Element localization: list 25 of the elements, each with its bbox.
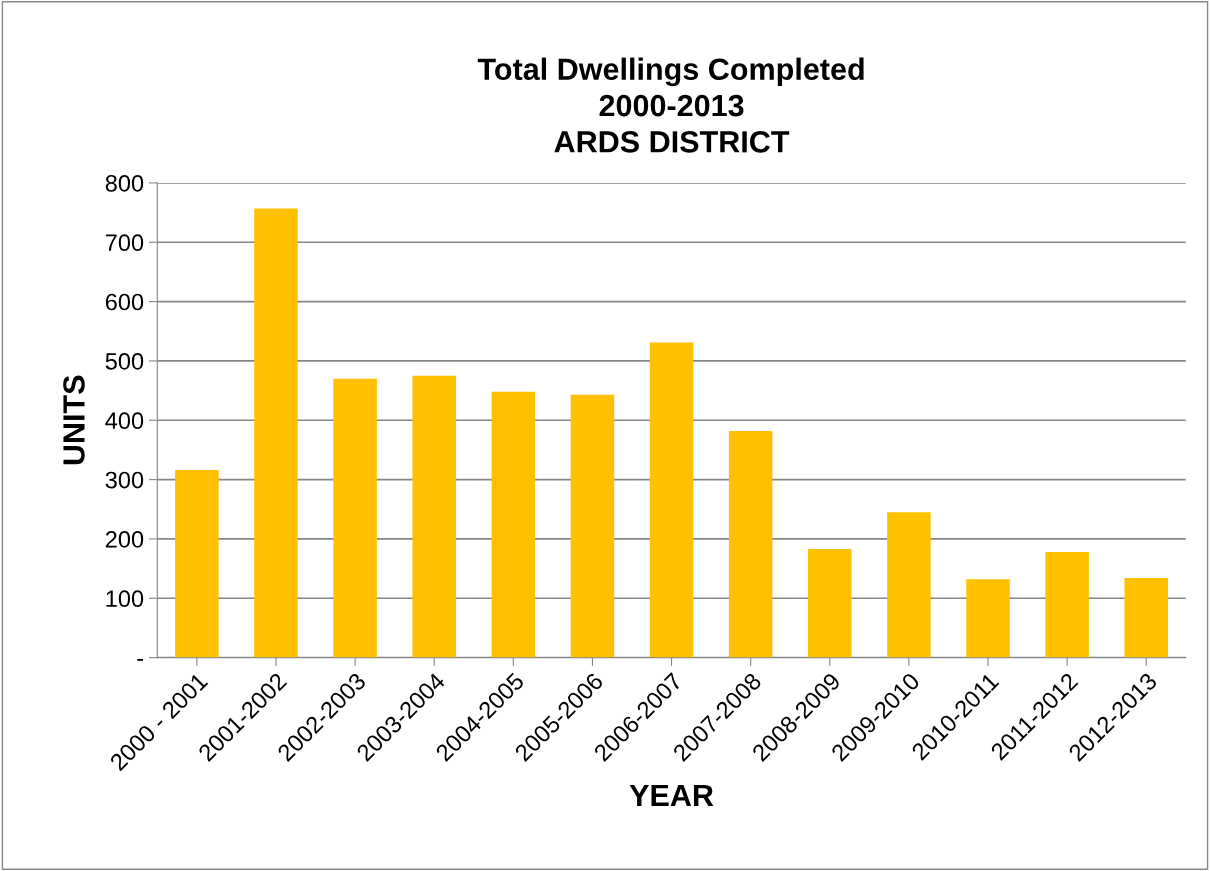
bar [412, 375, 456, 658]
y-tick-label: 500 [105, 352, 144, 370]
y-tick-label: 400 [105, 412, 144, 430]
y-tick-label: 800 [105, 174, 144, 192]
bar [175, 470, 219, 658]
y-tick-label: - [137, 658, 144, 661]
bar [728, 430, 773, 658]
bar [254, 208, 298, 658]
bar [333, 378, 377, 658]
bar [808, 549, 852, 658]
y-tick-label: 700 [105, 234, 144, 252]
y-tick-label: 100 [106, 590, 144, 608]
bar [887, 512, 931, 658]
y-tick-label: 300 [105, 471, 144, 489]
x-axis-title: YEAR [629, 784, 714, 806]
bar [649, 342, 694, 658]
bar [966, 579, 1010, 658]
bar [1045, 551, 1089, 658]
bar [1124, 578, 1168, 658]
bar [570, 394, 615, 658]
y-tick-label: 600 [105, 293, 144, 311]
y-axis-title: UNITS [63, 375, 85, 465]
chart-title: Total Dwellings Completed 2000-2013 ARDS DISTRICT [477, 57, 864, 153]
y-tick-label: 200 [105, 531, 144, 548]
bar [491, 391, 536, 658]
